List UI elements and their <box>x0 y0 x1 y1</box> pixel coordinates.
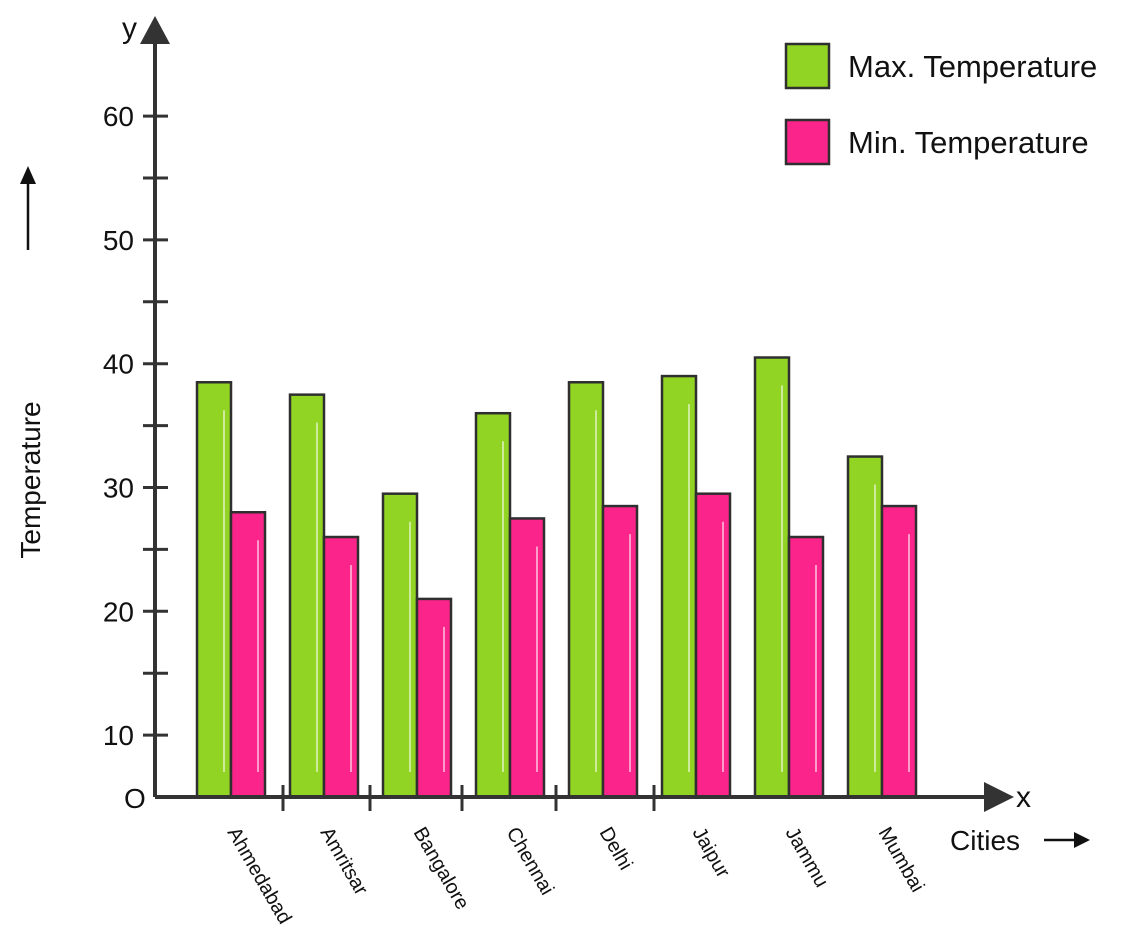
category-label-chennai: Chennai <box>502 824 558 900</box>
y-tick-label: 30 <box>103 473 134 504</box>
min-bar-delhi <box>601 504 639 799</box>
min-bar-jaipur <box>694 492 732 799</box>
max-bar-chennai <box>474 411 512 799</box>
min-bar-chennai <box>508 517 546 799</box>
max-bar-jammu <box>753 356 791 799</box>
max-bar-bangalore <box>381 492 419 799</box>
legend-swatch-max <box>784 42 831 90</box>
bars-layer <box>195 356 918 799</box>
max-bar-ahmedabad <box>195 381 233 799</box>
origin-label: O <box>124 783 146 814</box>
category-label-mumbai: Mumbai <box>874 824 929 897</box>
category-label-delhi: Delhi <box>595 824 637 874</box>
legend-label-min: Min. Temperature <box>848 125 1089 160</box>
y-tick-label: 10 <box>103 720 134 751</box>
category-label-bangalore: Bangalore <box>409 824 474 914</box>
y-title-arrow-icon <box>20 166 36 184</box>
legend-swatch-min <box>784 118 831 166</box>
y-tick-label: 20 <box>103 596 134 627</box>
y-tick-label: 40 <box>103 349 134 380</box>
y-tick-label: 60 <box>103 101 134 132</box>
x-axis-arrow-icon <box>984 782 1014 812</box>
y-axis-arrow-icon <box>140 16 170 44</box>
min-bar-bangalore <box>415 597 453 799</box>
min-bar-ahmedabad <box>229 511 267 799</box>
y-tick-label: 50 <box>103 225 134 256</box>
x-title-arrow-icon <box>1074 832 1090 848</box>
category-label-ahmedabad: Ahmedabad <box>223 824 296 928</box>
min-bar-amritsar <box>322 535 360 799</box>
x-axis-letter: x <box>1016 781 1031 814</box>
x-axis-title: Cities <box>950 825 1020 856</box>
category-label-jaipur: Jaipur <box>688 824 734 882</box>
min-bar-mumbai <box>880 504 918 799</box>
legend-label-max: Max. Temperature <box>848 49 1097 84</box>
max-bar-mumbai <box>846 455 884 799</box>
y-axis-title: Temperature <box>15 401 46 558</box>
max-bar-jaipur <box>660 374 698 799</box>
max-bar-delhi <box>567 381 605 799</box>
category-label-jammu: Jammu <box>781 824 833 892</box>
category-label-amritsar: Amritsar <box>316 824 372 900</box>
axes-layer <box>140 16 1014 812</box>
max-bar-amritsar <box>288 393 326 799</box>
y-axis-letter: y <box>122 12 137 45</box>
min-bar-jammu <box>787 535 825 799</box>
legend: Max. Temperature Min. Temperature <box>784 42 1097 166</box>
